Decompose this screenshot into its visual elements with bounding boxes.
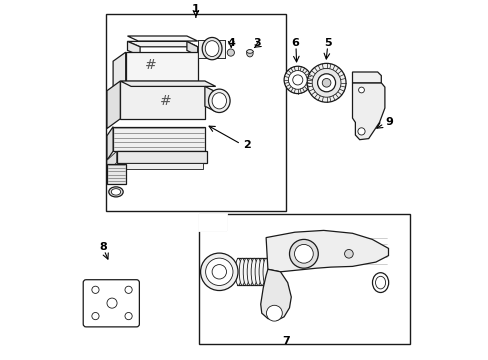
Ellipse shape [239,258,245,285]
Circle shape [344,249,352,258]
Polygon shape [352,72,381,83]
Circle shape [125,312,132,320]
Text: 4: 4 [227,38,235,48]
Circle shape [294,244,313,263]
Ellipse shape [251,258,257,285]
Polygon shape [120,163,203,169]
Text: #: # [159,94,171,108]
Ellipse shape [372,273,388,292]
Ellipse shape [247,258,253,285]
Polygon shape [120,81,204,119]
Text: 8: 8 [99,242,107,252]
Polygon shape [197,40,224,58]
Circle shape [227,49,234,56]
Ellipse shape [246,50,253,57]
Polygon shape [117,151,206,163]
Polygon shape [125,52,197,81]
Bar [106,14,285,211]
Ellipse shape [235,258,241,285]
Circle shape [266,305,282,321]
Text: 2: 2 [243,140,251,150]
Circle shape [92,312,99,320]
Text: 3: 3 [253,38,261,48]
Ellipse shape [375,276,385,289]
Ellipse shape [255,258,261,285]
Circle shape [92,286,99,293]
Text: 7: 7 [282,336,289,346]
Ellipse shape [111,189,121,195]
Text: 1: 1 [192,4,200,14]
FancyBboxPatch shape [83,280,139,327]
Text: 6: 6 [291,38,299,48]
Circle shape [288,71,306,89]
Ellipse shape [205,41,219,57]
Circle shape [358,87,364,93]
Circle shape [212,265,226,279]
Circle shape [311,68,340,97]
Ellipse shape [243,258,249,285]
Polygon shape [199,214,226,230]
Polygon shape [107,151,117,172]
Ellipse shape [108,187,123,197]
Ellipse shape [246,50,253,53]
Polygon shape [113,52,125,90]
Text: 5: 5 [324,38,331,48]
Polygon shape [113,127,204,151]
Circle shape [317,74,335,92]
Circle shape [107,298,117,308]
Text: #: # [145,58,157,72]
Polygon shape [120,81,215,86]
Circle shape [289,239,318,268]
Circle shape [200,253,238,291]
Ellipse shape [263,258,268,285]
Ellipse shape [259,258,264,285]
Polygon shape [127,41,197,47]
Bar [199,214,409,344]
Polygon shape [352,83,384,140]
Polygon shape [107,164,125,184]
Ellipse shape [202,37,222,60]
Circle shape [125,286,132,293]
Circle shape [357,128,365,135]
Ellipse shape [212,93,226,109]
Polygon shape [107,127,113,160]
Polygon shape [127,41,140,56]
Text: 9: 9 [385,117,393,127]
Polygon shape [107,81,120,129]
Ellipse shape [208,89,230,112]
Polygon shape [127,36,197,41]
Circle shape [322,78,330,87]
Polygon shape [265,230,387,272]
Circle shape [306,63,346,102]
Polygon shape [186,41,197,56]
Polygon shape [260,269,291,320]
Circle shape [292,75,302,85]
Circle shape [205,258,232,285]
Circle shape [284,66,311,94]
Polygon shape [204,86,215,112]
